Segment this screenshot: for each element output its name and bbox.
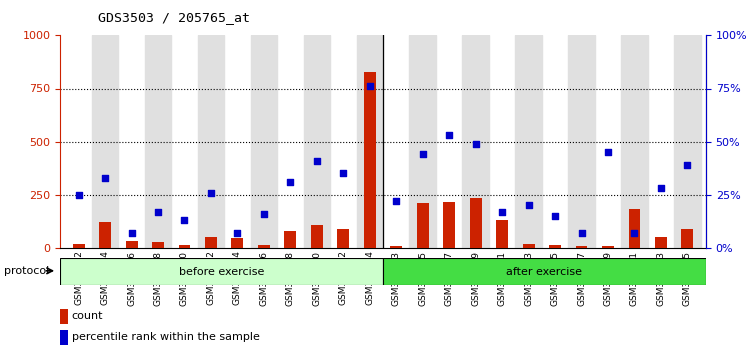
Bar (602, 246, 614, 248)
Bar (179, 245, 191, 248)
Bar (231, 238, 243, 248)
Bar (152, 242, 164, 248)
Bar (60, 258, 383, 285)
Point (417, 152, 429, 157)
Point (549, 213, 561, 219)
Point (337, 171, 349, 176)
Text: GDS3503 / 205765_at: GDS3503 / 205765_at (98, 11, 249, 24)
Bar (311, 225, 323, 248)
Bar (125, 241, 137, 248)
Bar (681, 229, 693, 248)
Bar (285, 231, 297, 248)
Bar (391, 246, 403, 248)
Text: after exercise: after exercise (506, 267, 583, 277)
Point (443, 132, 455, 138)
Bar (92, 35, 119, 248)
Bar (251, 35, 277, 248)
Bar (629, 209, 641, 248)
Bar (569, 35, 595, 248)
Point (152, 209, 164, 215)
Bar (463, 35, 489, 248)
Point (391, 198, 403, 204)
Point (285, 179, 297, 185)
Point (125, 230, 137, 236)
Point (602, 149, 614, 155)
Bar (205, 237, 217, 248)
Point (496, 209, 508, 215)
Bar (655, 237, 667, 248)
Bar (198, 35, 225, 248)
Point (258, 211, 270, 217)
Point (363, 84, 376, 89)
Text: protocol: protocol (4, 266, 49, 276)
Bar (303, 35, 330, 248)
Bar (363, 72, 376, 248)
Bar (621, 35, 647, 248)
Bar (383, 258, 706, 285)
Bar (674, 35, 701, 248)
Bar (496, 220, 508, 248)
Point (523, 202, 535, 208)
Bar (60, 309, 68, 324)
Bar (549, 245, 561, 248)
Bar (99, 222, 111, 248)
Bar (145, 35, 171, 248)
Point (311, 158, 323, 164)
Point (231, 230, 243, 236)
Bar (60, 330, 68, 345)
Bar (409, 35, 436, 248)
Bar (73, 244, 85, 248)
Bar (469, 198, 481, 248)
Bar (417, 203, 429, 248)
Point (629, 230, 641, 236)
Bar (337, 229, 349, 248)
Bar (357, 35, 383, 248)
Bar (575, 246, 587, 248)
Bar (515, 35, 541, 248)
Bar (443, 202, 455, 248)
Point (205, 190, 217, 195)
Point (469, 141, 481, 147)
Text: before exercise: before exercise (179, 267, 264, 277)
Point (99, 175, 111, 181)
Bar (523, 244, 535, 248)
Point (575, 230, 587, 236)
Point (681, 162, 693, 168)
Point (179, 217, 191, 223)
Bar (258, 245, 270, 248)
Point (655, 185, 667, 191)
Point (73, 192, 85, 198)
Text: count: count (71, 311, 103, 321)
Text: percentile rank within the sample: percentile rank within the sample (71, 332, 260, 342)
